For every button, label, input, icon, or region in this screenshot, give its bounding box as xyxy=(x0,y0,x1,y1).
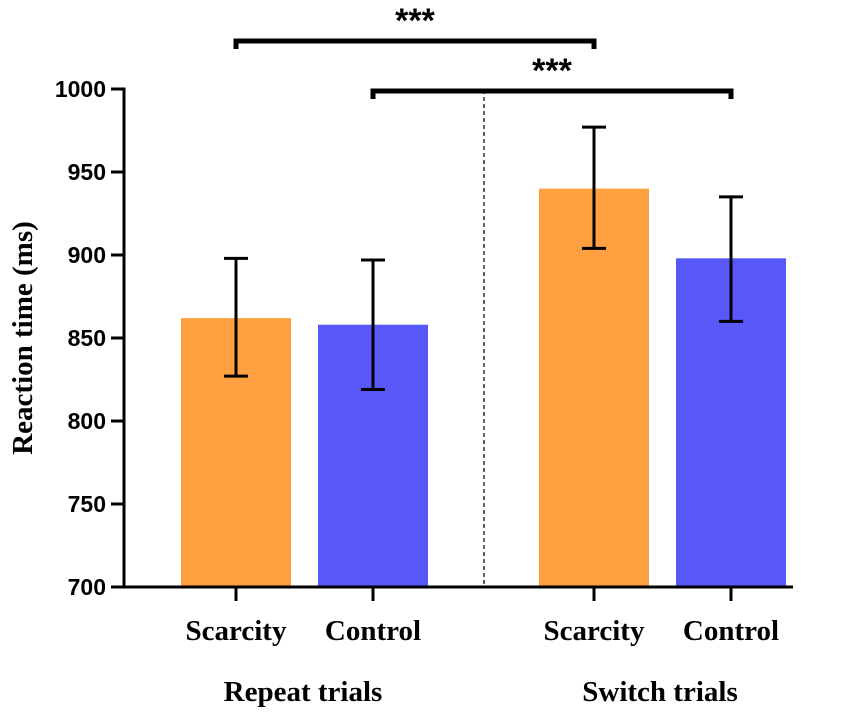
group-label: Switch trials xyxy=(582,676,737,708)
category-label: Scarcity xyxy=(544,615,645,647)
error-bar-repeat-scarcity xyxy=(224,256,248,378)
error-bar-switch-scarcity xyxy=(582,125,606,250)
y-tick-label: 1000 xyxy=(55,76,106,102)
axes-layer xyxy=(111,87,793,601)
y-tick-label: 950 xyxy=(68,159,106,185)
error-bars-layer xyxy=(224,125,743,391)
y-axis-title: Reaction time (ms) xyxy=(7,221,39,455)
error-bar-repeat-control xyxy=(361,258,385,391)
bar-switch-scarcity xyxy=(539,188,649,587)
group-label: Repeat trials xyxy=(224,676,383,708)
significance-bracket xyxy=(370,88,734,99)
category-label: Scarcity xyxy=(186,615,287,647)
error-bar-switch-control xyxy=(719,195,743,323)
significance-label: *** xyxy=(395,2,435,40)
y-tick-label: 700 xyxy=(68,574,106,600)
significance-layer: *** *** xyxy=(233,2,734,99)
y-tick-label: 750 xyxy=(68,491,106,517)
labels-layer: Scarcity Control Repeat trials Scarcity Cont… xyxy=(7,76,779,708)
y-tick-label: 900 xyxy=(68,242,106,268)
significance-bracket xyxy=(233,38,597,49)
significance-label: *** xyxy=(532,52,572,90)
y-tick-label: 850 xyxy=(68,325,106,351)
category-label: Control xyxy=(683,615,779,647)
category-label: Control xyxy=(325,615,421,647)
y-tick-label: 800 xyxy=(68,408,106,434)
